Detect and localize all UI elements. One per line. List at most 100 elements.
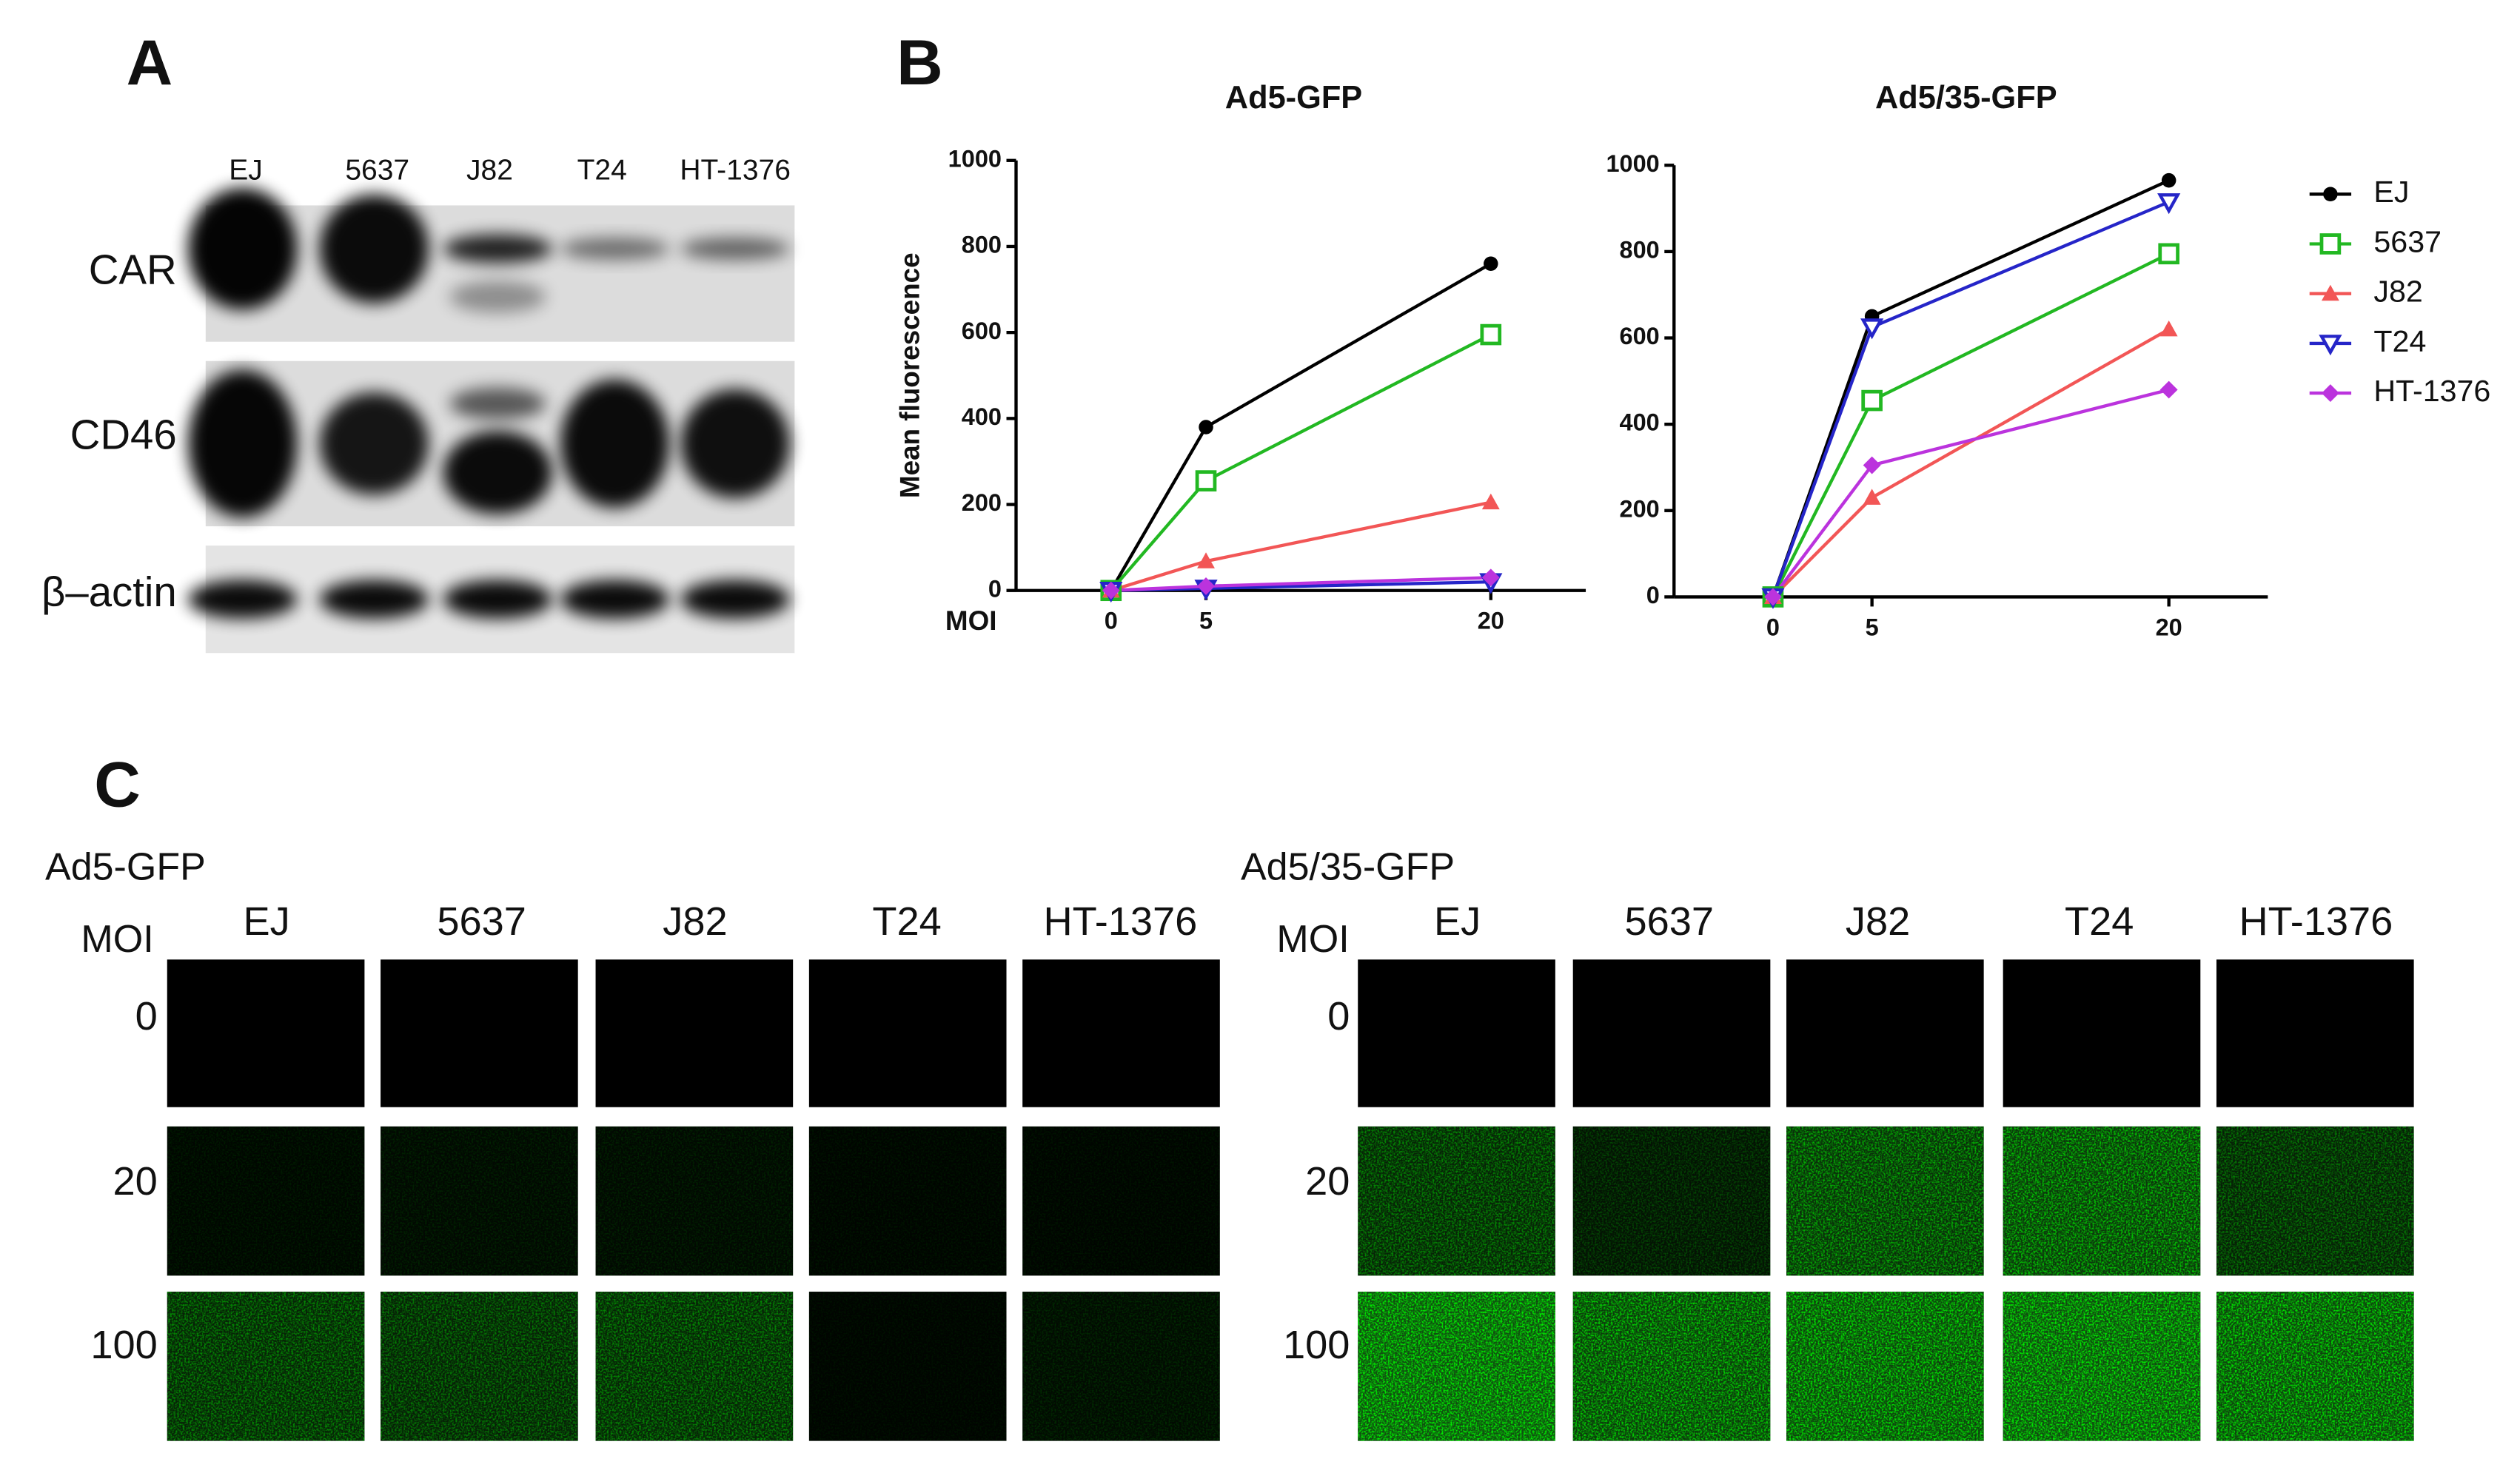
fluorescence-speckle (2216, 1126, 2414, 1276)
group-title: Ad5/35-GFP (1241, 846, 1455, 889)
column-label: 5637 (1625, 899, 1715, 944)
column-label: HT-1376 (2239, 899, 2393, 944)
column-label: J82 (1846, 899, 1910, 944)
data-point (1481, 568, 1500, 587)
fluorescence-speckle (1358, 1292, 1555, 1441)
blot-band (560, 580, 670, 619)
micrograph (2216, 959, 2414, 1107)
blot-band (443, 580, 553, 619)
data-point (2161, 172, 2176, 188)
micrograph (595, 959, 794, 1107)
fluorescence-speckle (381, 1292, 578, 1441)
blot-band (319, 194, 429, 303)
fluorescence-speckle (2216, 1292, 2414, 1441)
fluorescence-speckle (1358, 1126, 1555, 1276)
data-point (1195, 470, 1217, 491)
blot-band (319, 392, 429, 495)
micrograph (1786, 959, 1984, 1107)
micrograph (2003, 959, 2201, 1107)
blot-band (187, 580, 298, 619)
row-label: 20 (1305, 1159, 1350, 1204)
micrograph (381, 959, 578, 1107)
blot-band (680, 237, 790, 261)
blot-band (560, 237, 670, 261)
blot-band (443, 234, 553, 264)
fluorescence-speckle (595, 1292, 794, 1441)
series-line (1772, 327, 2170, 598)
data-point (2159, 380, 2178, 399)
legend-marker (2321, 284, 2339, 301)
x-tick-label: 20 (1478, 608, 1504, 634)
x-axis-label: MOI (945, 605, 997, 636)
fluorescence-speckle (1786, 1126, 1984, 1276)
group-title: Ad5-GFP (45, 846, 206, 889)
lane-label: EJ (229, 154, 263, 186)
fluorescence-speckle (2003, 1292, 2201, 1441)
y-tick-label: 200 (1620, 495, 1660, 522)
row-label: 0 (1327, 994, 1350, 1039)
legend-marker (2323, 187, 2338, 202)
data-point (1863, 489, 1881, 505)
series-line (1110, 500, 1492, 592)
y-tick-label: 0 (1646, 582, 1660, 608)
legend-label: HT-1376 (2373, 374, 2490, 408)
blot-band (449, 281, 546, 313)
blot-band (449, 387, 546, 420)
blot-band (680, 580, 790, 619)
row-label: 100 (90, 1323, 157, 1367)
legend-label: J82 (2373, 275, 2422, 309)
column-label: 5637 (437, 899, 526, 944)
y-tick-label: 1000 (948, 145, 1002, 172)
y-tick-label: 800 (962, 232, 1002, 258)
legend-label: 5637 (2373, 224, 2442, 258)
blot-band (560, 379, 670, 509)
chart-title: Ad5/35-GFP (1875, 80, 2057, 115)
fluorescence-speckle (167, 1292, 365, 1441)
fluorescence-speckle (167, 1126, 365, 1276)
blot-row-label: CAR (89, 246, 177, 292)
row-label: 100 (1283, 1323, 1350, 1367)
data-point (1481, 493, 1500, 510)
data-point (1863, 456, 1881, 474)
lane-label: 5637 (345, 154, 409, 186)
y-axis-label: Mean fluorescence (894, 252, 925, 498)
data-point (1860, 318, 1884, 340)
fluorescence-speckle (1022, 1126, 1220, 1276)
y-tick-label: 0 (988, 575, 1002, 602)
column-label: T24 (2065, 899, 2134, 944)
series-line (1772, 388, 2170, 598)
y-tick-label: 1000 (1606, 150, 1659, 177)
data-point (1484, 256, 1498, 271)
column-label: EJ (1434, 899, 1481, 944)
legend-label: EJ (2373, 175, 2409, 209)
data-point (1197, 552, 1215, 568)
fluorescence-speckle (808, 1292, 1007, 1441)
series-line (1771, 178, 2170, 598)
fluorescence-speckle (1786, 1292, 1984, 1441)
data-point (2158, 243, 2179, 265)
column-label: EJ (244, 899, 290, 944)
y-tick-label: 200 (962, 489, 1002, 516)
micrograph (1572, 959, 1771, 1107)
panel-label: C (94, 749, 141, 820)
blot-band (319, 580, 429, 619)
legend-marker (2319, 233, 2342, 255)
y-tick-label: 600 (962, 318, 1002, 344)
row-label: 0 (135, 994, 158, 1039)
data-point (2157, 193, 2181, 215)
row-header: MOI (1276, 918, 1349, 961)
panel-label: B (897, 27, 943, 98)
fluorescence-speckle (1572, 1292, 1771, 1441)
blot-band (443, 431, 553, 514)
blot-row-label: CD46 (70, 412, 177, 458)
fluorescence-speckle (808, 1126, 1007, 1276)
y-tick-label: 600 (1620, 323, 1660, 349)
row-header: MOI (81, 918, 153, 961)
data-point (1199, 420, 1213, 434)
legend-label: T24 (2373, 324, 2426, 358)
x-tick-label: 5 (1199, 608, 1213, 634)
legend-marker (2321, 384, 2339, 403)
data-point (2159, 320, 2178, 337)
panel-label: A (127, 27, 173, 98)
data-point (1861, 389, 1883, 412)
